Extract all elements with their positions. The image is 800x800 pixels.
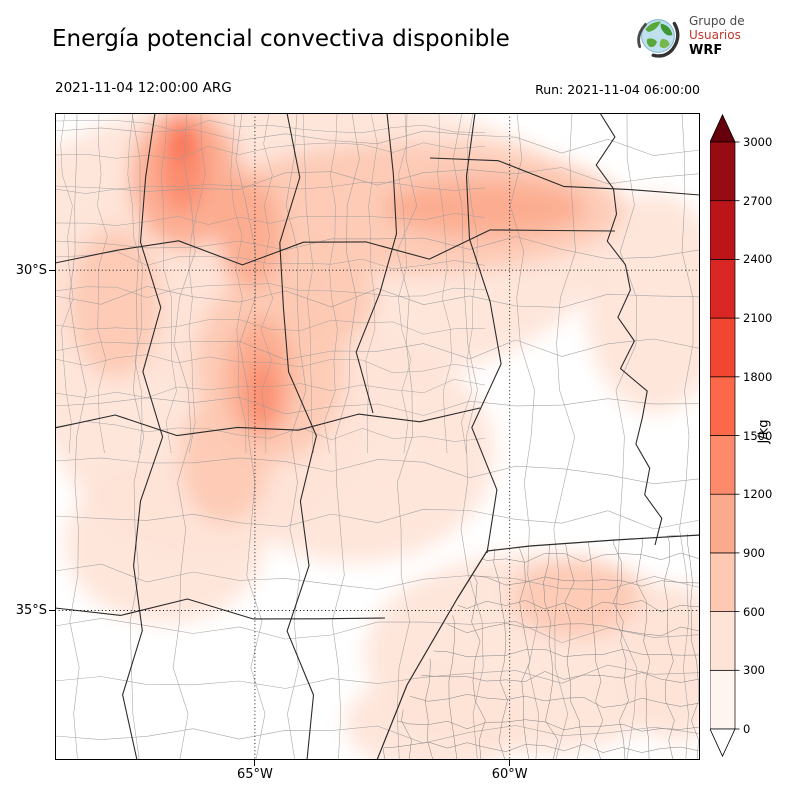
globe-icon xyxy=(637,19,680,58)
cape-map xyxy=(55,113,700,760)
wrf-logo: Grupo de Usuarios WRF xyxy=(632,10,745,62)
colorbar xyxy=(709,113,741,761)
colorbar-tick-label: 3000 xyxy=(743,135,773,149)
logo-line-3: WRF xyxy=(689,42,723,58)
colorbar-tick-label: 0 xyxy=(743,722,751,736)
colorbar-tick-label: 1500 xyxy=(743,428,773,443)
logo-line-2: Usuarios xyxy=(689,28,741,43)
figure-title: Energía potencial convectiva disponible xyxy=(52,26,510,52)
run-time-label: Run: 2021-11-04 06:00:00 xyxy=(535,82,700,97)
map-panel xyxy=(55,113,700,760)
lat-tickmark xyxy=(49,269,55,271)
colorbar-tick-label: 2100 xyxy=(743,311,773,326)
lon-tickmark xyxy=(254,760,256,766)
colorbar-scale xyxy=(709,113,740,758)
colorbar-tick-label: 1800 xyxy=(743,369,773,384)
lat-tick-label: 35°S xyxy=(15,603,47,619)
colorbar-tick-label: 900 xyxy=(743,545,765,560)
valid-time-label: 2021-11-04 12:00:00 ARG xyxy=(55,80,232,96)
logo-line-1: Grupo de xyxy=(689,13,745,28)
colorbar-tick-label: 2400 xyxy=(743,252,773,267)
colorbar-tick-label: 300 xyxy=(743,663,765,678)
colorbar-tick-label: 1200 xyxy=(743,487,773,502)
lon-tick-label: 60°W xyxy=(491,767,528,782)
colorbar-tick-label: 600 xyxy=(743,604,765,619)
lon-tickmark xyxy=(509,760,511,766)
logo-text: Grupo de Usuarios WRF xyxy=(689,14,745,58)
lat-tickmark xyxy=(49,610,55,612)
lon-tick-label: 65°W xyxy=(236,767,273,782)
lat-tick-label: 30°S xyxy=(15,262,47,278)
colorbar-tick-label: 2700 xyxy=(743,193,773,208)
